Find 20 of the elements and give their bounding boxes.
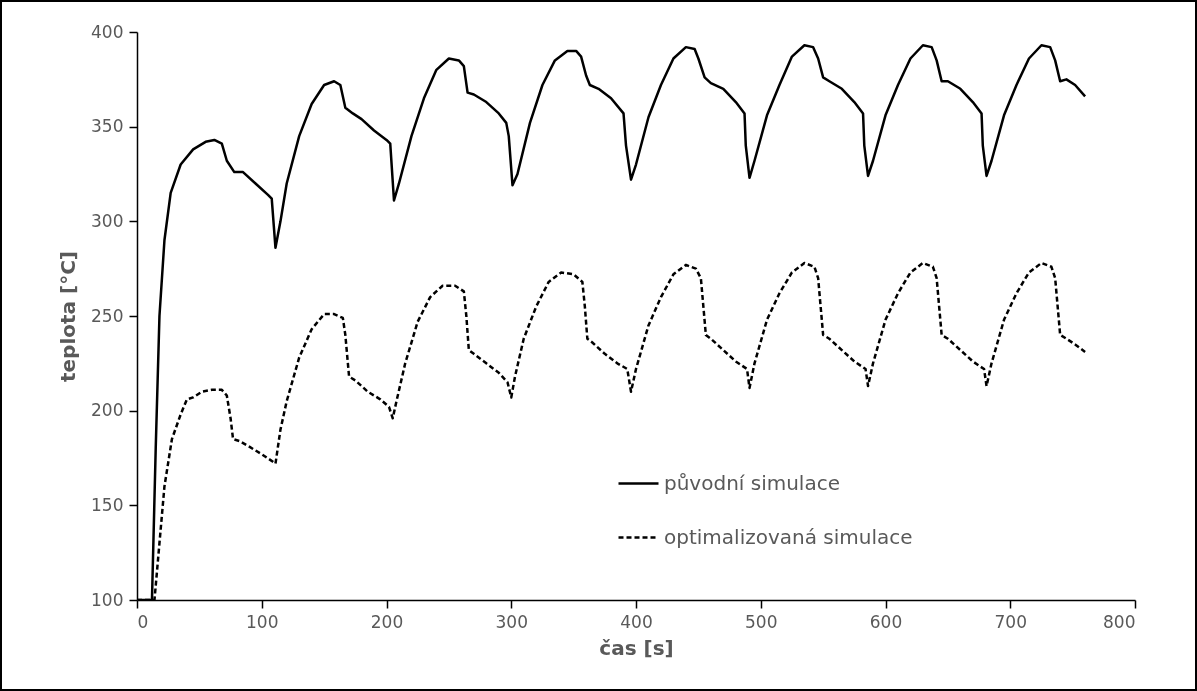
y-tick-label: 250 [91, 305, 124, 326]
y-tick-label: 100 [91, 589, 124, 610]
x-tick-label: 300 [495, 611, 528, 632]
y-tick-label: 200 [91, 400, 124, 421]
x-tick-label: 800 [1103, 611, 1136, 632]
x-tick-label: 400 [620, 611, 653, 632]
x-tick-label: 0 [137, 611, 149, 632]
legend-label: původní simulace [664, 470, 840, 495]
y-tick-label: 350 [91, 116, 124, 137]
y-tick-label: 300 [91, 210, 124, 231]
x-tick-label: 100 [246, 611, 279, 632]
x-tick-label: 700 [994, 611, 1027, 632]
y-tick-label: 400 [91, 21, 124, 42]
x-tick-label: 500 [745, 611, 778, 632]
y-axis-title: teplota [°C] [56, 250, 81, 383]
x-tick-label: 200 [370, 611, 404, 632]
x-axis-title: čas [s] [599, 635, 674, 660]
x-tick-label: 600 [869, 611, 903, 632]
legend-label: optimalizovaná simulace [664, 524, 913, 549]
y-tick-label: 150 [91, 494, 124, 515]
